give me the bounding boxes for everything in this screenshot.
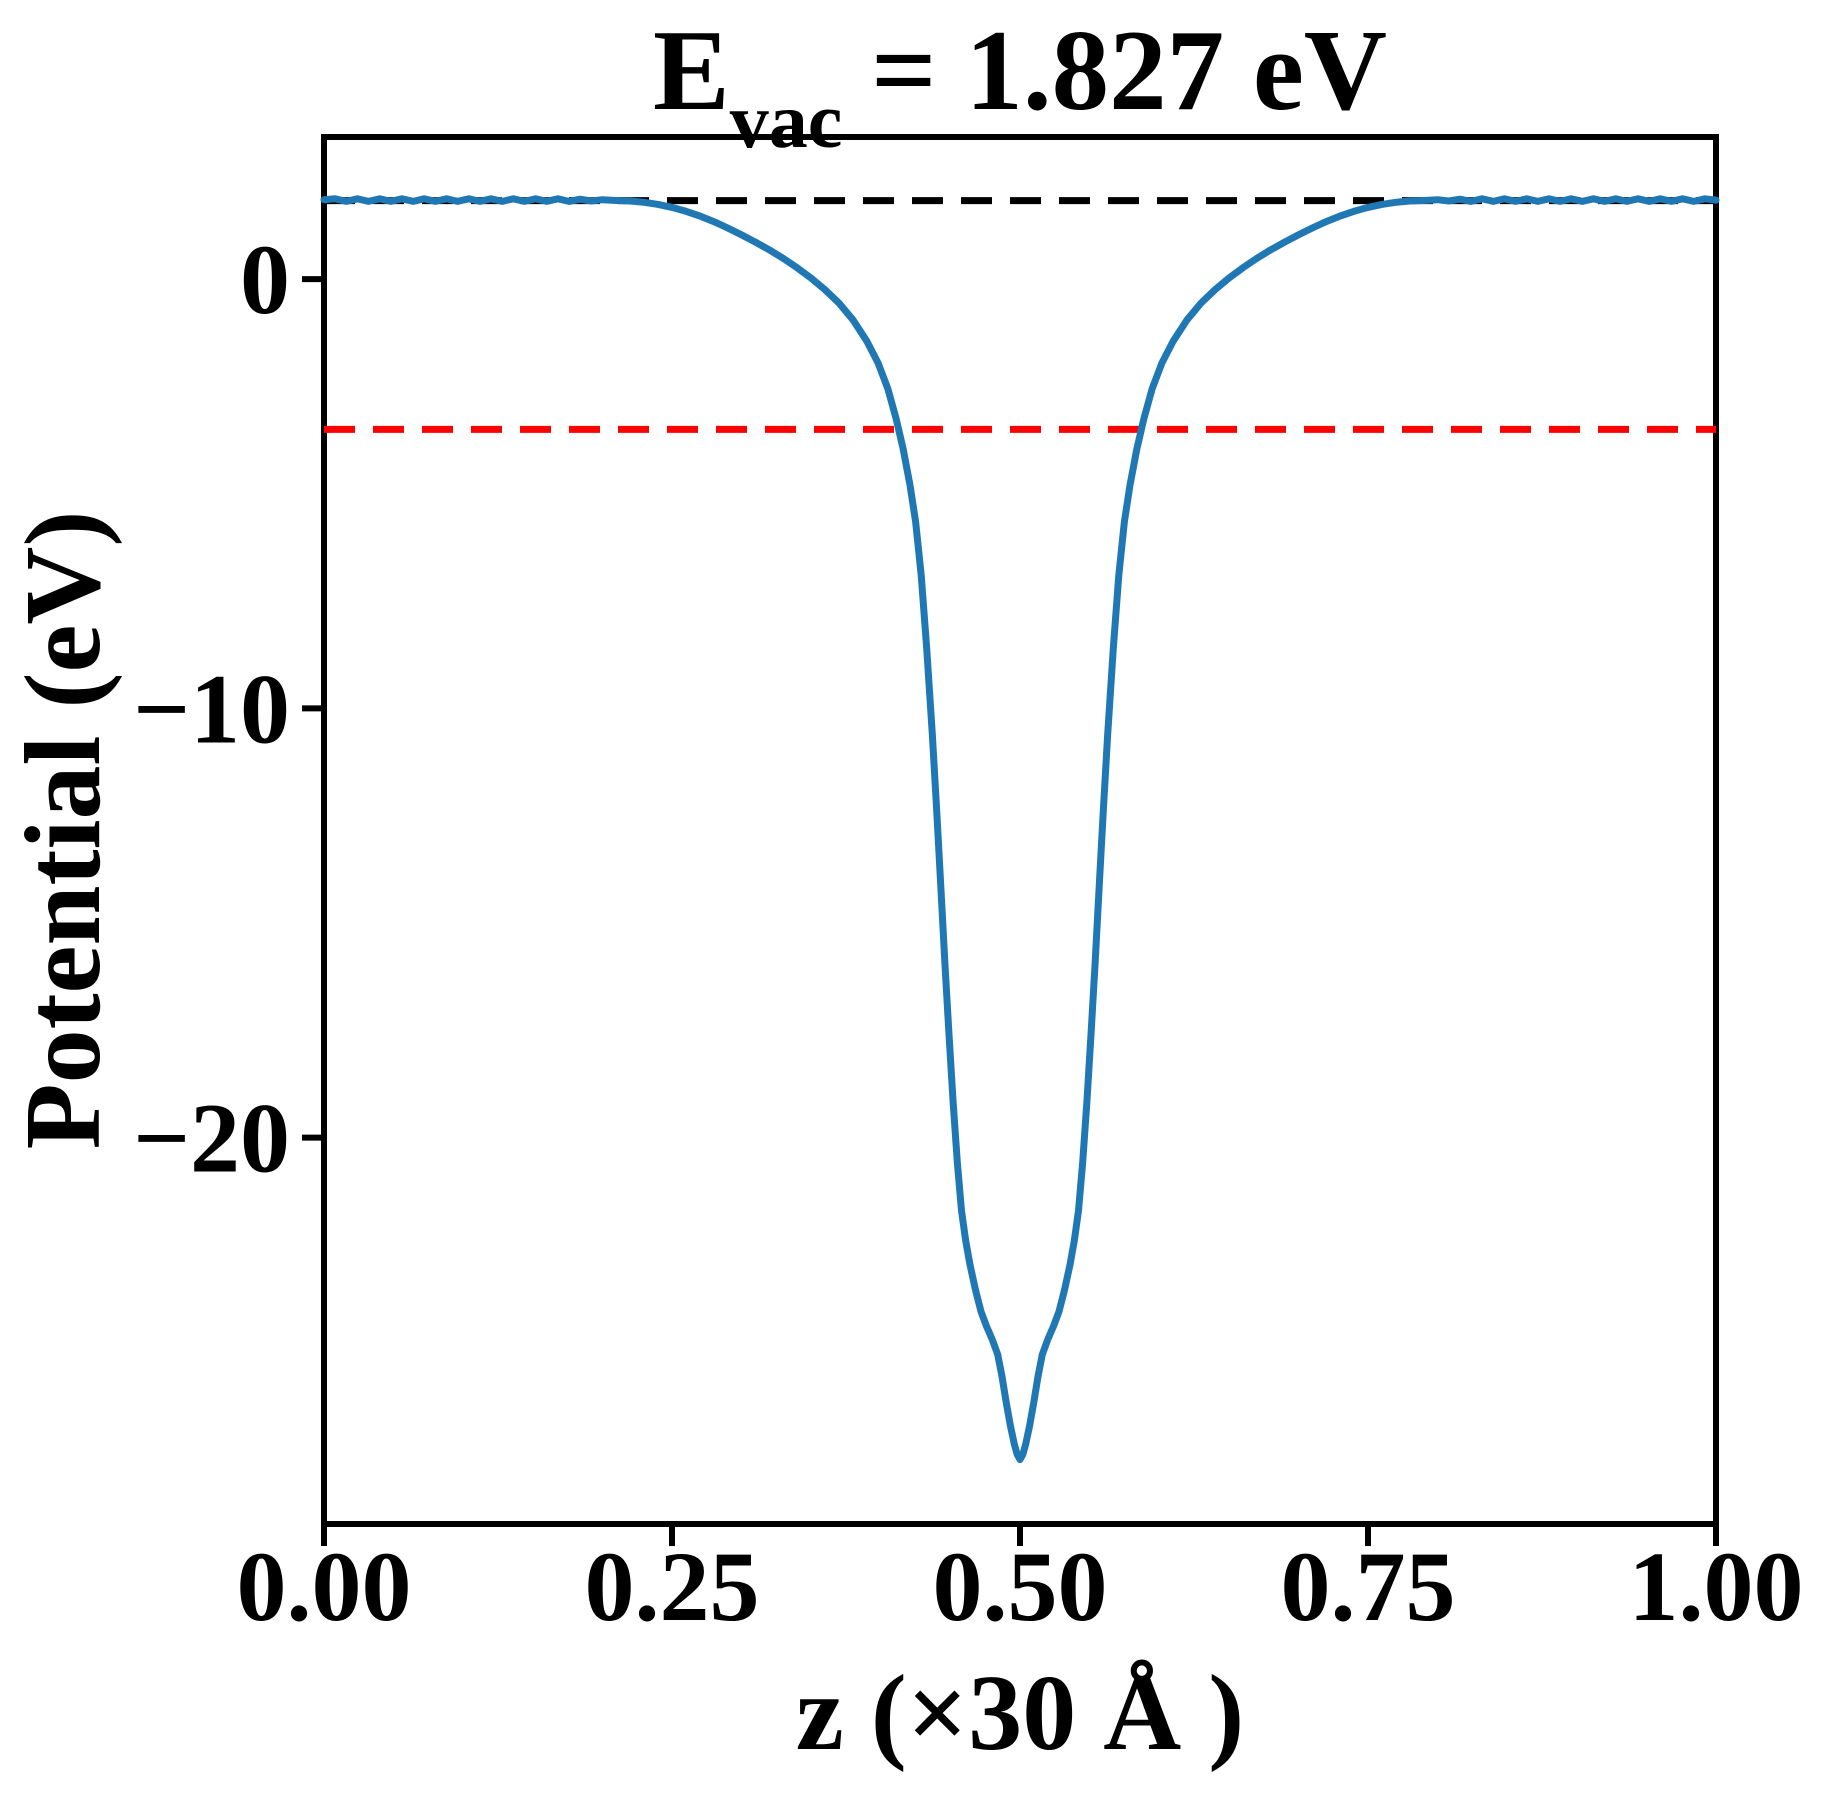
y-tick-label: −10 [133,653,290,764]
plot-title: Evac = 1.827 eV [324,7,1716,164]
x-tick-label: 0.75 [1281,1531,1456,1642]
axes-spines [321,134,1719,1527]
x-tick-label: 0.50 [933,1531,1108,1642]
title-symbol: E [653,7,730,134]
planar-averaged-potential-curve [320,195,1720,1464]
title-value: = 1.827 eV [842,7,1387,134]
x-tick-label: 0.25 [585,1531,760,1642]
y-tick-label: 0 [240,224,290,335]
x-tick-label: 0.00 [237,1531,412,1642]
x-tick-label: 1.00 [1629,1531,1804,1642]
y-tick-label: −20 [133,1083,290,1194]
title-subscript: vac [729,77,843,164]
x-axis-label: z (×30 Å ) [795,1654,1245,1773]
